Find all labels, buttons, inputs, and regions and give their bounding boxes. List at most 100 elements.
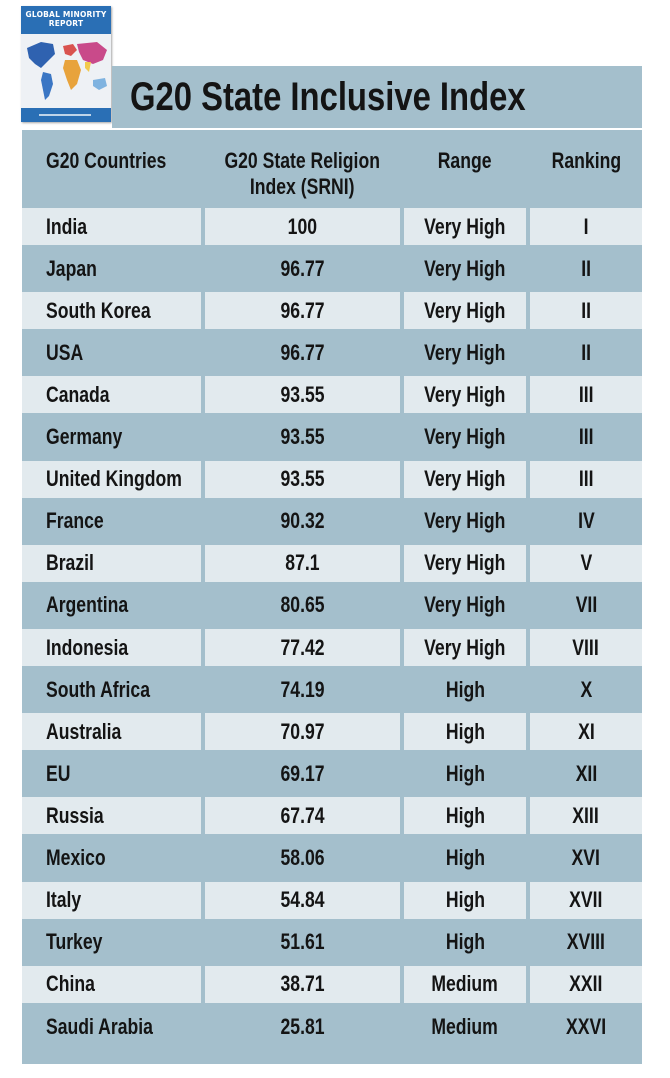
table-cell-value: Japan [46, 255, 97, 281]
table-cell-value: Brazil [46, 550, 94, 576]
table-cell-ranking: XI [530, 713, 642, 751]
table-cell-value: Very High [424, 550, 506, 576]
table-cell-ranking: XVIII [530, 923, 642, 961]
table-cell-country: Argentina [22, 586, 201, 624]
table-cell-value: X [580, 676, 592, 702]
table-cell-value: Very High [424, 424, 506, 449]
world-map-icon [21, 34, 111, 108]
column-header-label: G20 State Religion Index (SRNI) [224, 148, 381, 199]
table-cell-value: 80.65 [280, 592, 325, 618]
table-title: G20 State Inclusive Index [130, 75, 526, 119]
table-cell-srni: 54.84 [205, 881, 400, 919]
table-cell-value: 67.74 [280, 802, 325, 828]
table-cell-srni: 74.19 [205, 671, 400, 709]
table-cell-value: VIII [572, 634, 600, 660]
table-cell-value: High [445, 845, 485, 870]
table-cell-range: Very High [404, 502, 526, 540]
table-cell-srni: 38.71 [205, 965, 400, 1003]
column-header-srni: G20 State Religion Index (SRNI) [205, 132, 400, 207]
table-cell-srni: 93.55 [205, 460, 400, 498]
table-cell-srni: 93.55 [205, 418, 400, 456]
table-cell-country: Turkey [22, 923, 201, 961]
table-cell-value: 70.97 [280, 718, 325, 744]
table-cell-value: 90.32 [280, 508, 325, 534]
table-cell-value: India [46, 213, 88, 239]
table-cell-ranking: XXVI [530, 1007, 642, 1063]
table-cell-value: Turkey [46, 929, 103, 955]
table-cell-ranking: III [530, 376, 642, 414]
table-cell-value: 93.55 [280, 424, 325, 449]
table-cell-value: V [580, 550, 592, 576]
table-cell-ranking: III [530, 460, 642, 498]
title-banner: G20 State Inclusive Index [112, 66, 642, 128]
table-cell-srni: 93.55 [205, 376, 400, 414]
table-cell-value: XXVI [565, 1013, 607, 1039]
table-cell-value: 58.06 [280, 845, 325, 870]
table-cell-range: Medium [404, 965, 526, 1003]
table-cell-value: III [578, 424, 594, 449]
table-cell-srni: 25.81 [205, 1007, 400, 1063]
table-cell-value: II [581, 255, 591, 281]
table-cell-value: China [46, 971, 95, 997]
table-cell-value: Medium [431, 971, 499, 997]
table-cell-value: Indonesia [46, 634, 129, 660]
table-cell-ranking: VII [530, 586, 642, 624]
table-cell-srni: 87.1 [205, 544, 400, 582]
table-cell-range: High [404, 923, 526, 961]
table-cell-value: EU [46, 760, 71, 786]
table-cell-value: II [581, 339, 591, 365]
table-cell-value: High [445, 929, 485, 955]
cover-title-line-2: REPORT [48, 19, 84, 28]
table-cell-value: 100 [287, 213, 318, 239]
table-cell-value: 69.17 [280, 760, 325, 786]
table-cell-value: 77.42 [280, 634, 325, 660]
table-cell-country: Germany [22, 418, 201, 456]
table-cell-srni: 58.06 [205, 839, 400, 877]
table-cell-srni: 96.77 [205, 292, 400, 330]
table-cell-ranking: XVI [530, 839, 642, 877]
table-cell-value: IV [577, 508, 595, 534]
table-cell-value: 96.77 [280, 297, 325, 323]
table-cell-ranking: II [530, 292, 642, 330]
table-cell-value: Germany [46, 424, 123, 449]
table-cell-country: Indonesia [22, 629, 201, 666]
table-cell-range: High [404, 671, 526, 709]
table-cell-value: High [445, 760, 485, 786]
report-cover-thumbnail: GLOBAL MINORITY REPORT [21, 6, 111, 122]
table-cell-value: 87.1 [285, 550, 320, 576]
table-cell-ranking: XIII [530, 797, 642, 835]
table-cell-srni: 69.17 [205, 755, 400, 793]
table-cell-value: XVIII [566, 929, 606, 955]
table-cell-value: 54.84 [280, 887, 325, 913]
table-cell-value: Italy [46, 887, 82, 913]
table-cell-range: High [404, 713, 526, 751]
table-cell-range: Very High [404, 460, 526, 498]
table-cell-range: High [404, 797, 526, 835]
table-cell-srni: 67.74 [205, 797, 400, 835]
table-cell-value: Canada [46, 381, 110, 407]
table-cell-value: Very High [424, 255, 506, 281]
table-cell-country: Mexico [22, 839, 201, 877]
table-cell-value: Mexico [46, 845, 106, 870]
table-cell-value: High [445, 887, 485, 913]
table-cell-srni: 80.65 [205, 586, 400, 624]
table-cell-value: XVII [569, 887, 603, 913]
table-cell-value: USA [46, 339, 84, 365]
table-cell-value: VII [575, 592, 597, 618]
table-cell-country: Brazil [22, 544, 201, 582]
table-cell-value: Australia [46, 718, 122, 744]
table-cell-range: Very High [404, 292, 526, 330]
table-cell-value: United Kingdom [46, 466, 182, 492]
table-cell-value: France [46, 508, 104, 534]
table-cell-country: France [22, 502, 201, 540]
table-cell-ranking: I [530, 208, 642, 245]
table-cell-country: USA [22, 334, 201, 372]
table-cell-value: Very High [424, 466, 506, 492]
table-cell-range: Very High [404, 208, 526, 245]
table-cell-srni: 70.97 [205, 713, 400, 751]
table-cell-srni: 51.61 [205, 923, 400, 961]
column-header-label: G20 Countries [46, 148, 167, 173]
table-cell-country: South Korea [22, 292, 201, 330]
table-cell-value: XVI [571, 845, 601, 870]
table-cell-value: 25.81 [280, 1013, 325, 1039]
